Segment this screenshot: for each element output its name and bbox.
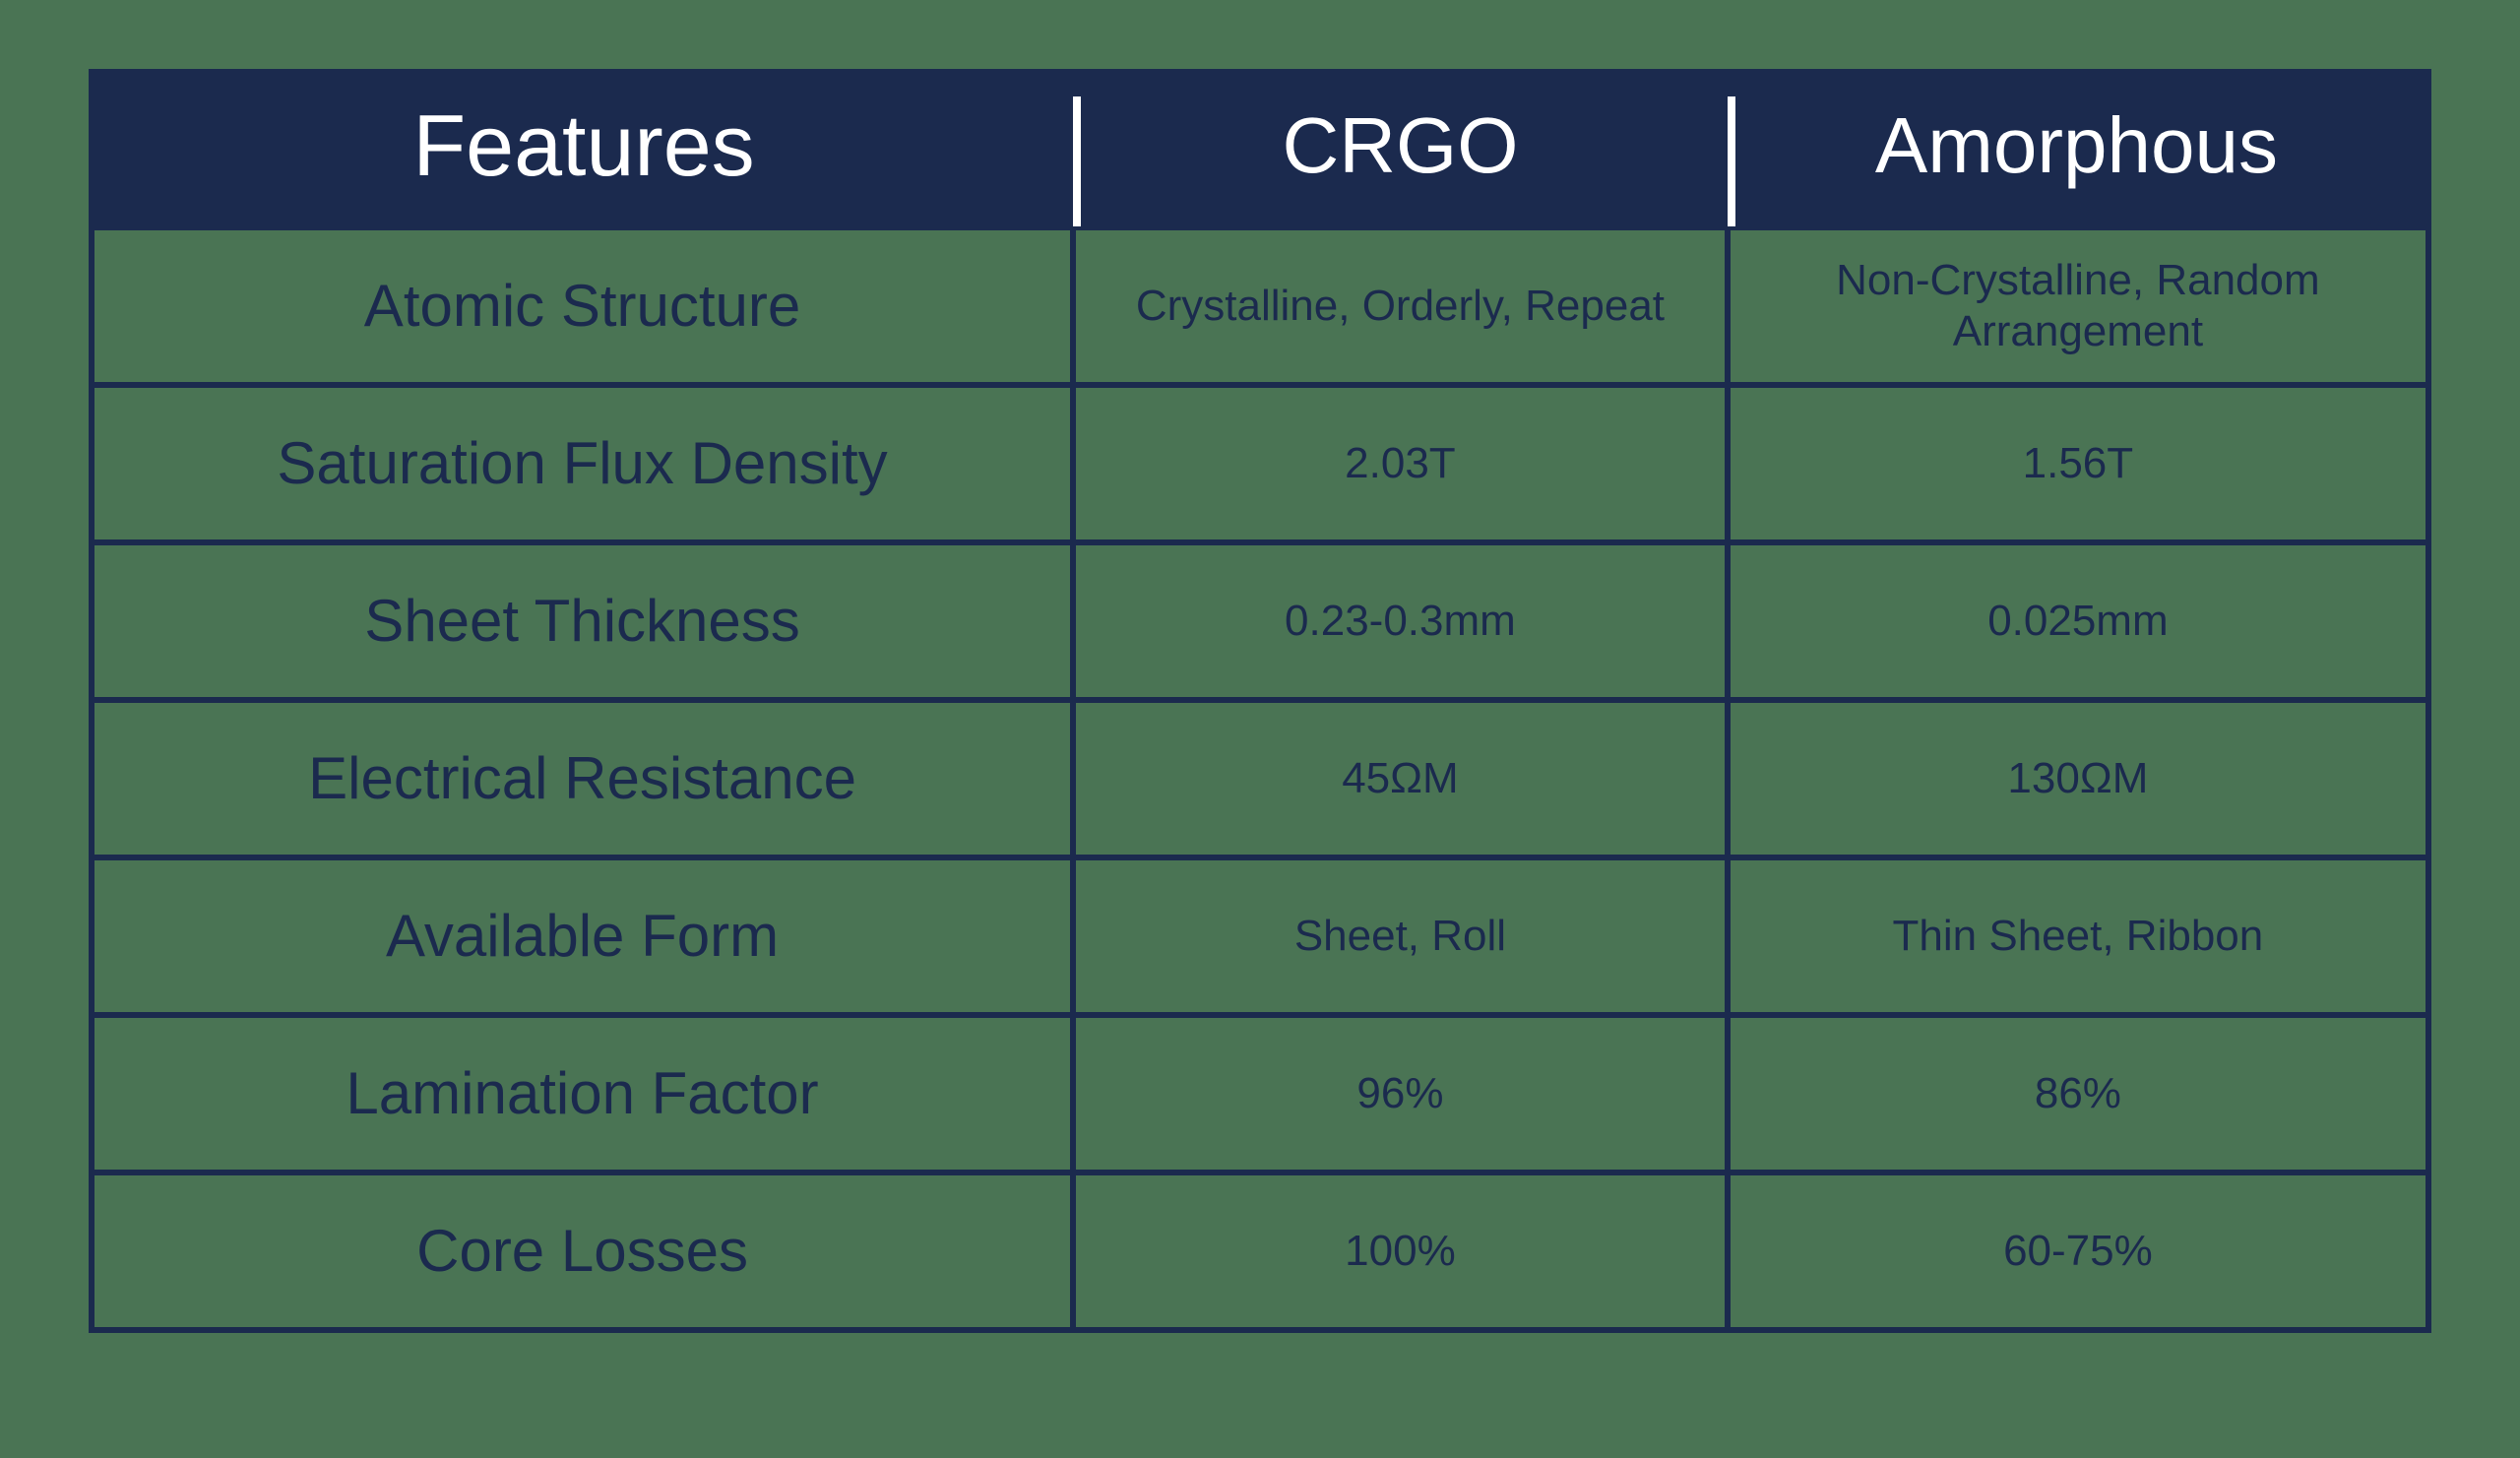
feature-cell: Available Form bbox=[92, 857, 1073, 1015]
table-body: Atomic StructureCrystalline, Orderly, Re… bbox=[92, 227, 2428, 1330]
crgo-cell: 45ΩM bbox=[1073, 700, 1728, 857]
amorphous-cell: 86% bbox=[1728, 1015, 2428, 1173]
amorphous-cell: 1.56T bbox=[1728, 385, 2428, 542]
table-row: Lamination Factor96%86% bbox=[92, 1015, 2428, 1173]
header-crgo: CRGO bbox=[1073, 72, 1728, 227]
crgo-cell: 2.03T bbox=[1073, 385, 1728, 542]
crgo-cell: Crystalline, Orderly, Repeat bbox=[1073, 227, 1728, 385]
table-row: Sheet Thickness0.23-0.3mm0.025mm bbox=[92, 542, 2428, 700]
amorphous-cell: 130ΩM bbox=[1728, 700, 2428, 857]
crgo-cell: Sheet, Roll bbox=[1073, 857, 1728, 1015]
table-row: Atomic StructureCrystalline, Orderly, Re… bbox=[92, 227, 2428, 385]
comparison-table: Features CRGO Amorphous Atomic Structure… bbox=[89, 69, 2431, 1333]
table-row: Saturation Flux Density2.03T1.56T bbox=[92, 385, 2428, 542]
feature-cell: Sheet Thickness bbox=[92, 542, 1073, 700]
header-crgo-label: CRGO bbox=[1282, 101, 1518, 189]
table-header: Features CRGO Amorphous bbox=[92, 72, 2428, 227]
amorphous-cell: 0.025mm bbox=[1728, 542, 2428, 700]
amorphous-cell: Non-Crystalline, Random Arrangement bbox=[1728, 227, 2428, 385]
feature-cell: Core Losses bbox=[92, 1173, 1073, 1330]
feature-cell: Electrical Resistance bbox=[92, 700, 1073, 857]
feature-cell: Atomic Structure bbox=[92, 227, 1073, 385]
header-features: Features bbox=[92, 72, 1073, 227]
crgo-cell: 0.23-0.3mm bbox=[1073, 542, 1728, 700]
amorphous-cell: Thin Sheet, Ribbon bbox=[1728, 857, 2428, 1015]
crgo-cell: 100% bbox=[1073, 1173, 1728, 1330]
feature-cell: Lamination Factor bbox=[92, 1015, 1073, 1173]
table-row: Available FormSheet, RollThin Sheet, Rib… bbox=[92, 857, 2428, 1015]
amorphous-cell: 60-75% bbox=[1728, 1173, 2428, 1330]
crgo-cell: 96% bbox=[1073, 1015, 1728, 1173]
header-amorphous: Amorphous bbox=[1728, 72, 2428, 227]
table-row: Electrical Resistance45ΩM130ΩM bbox=[92, 700, 2428, 857]
header-amorphous-label: Amorphous bbox=[1875, 101, 2278, 189]
header-features-label: Features bbox=[412, 96, 754, 194]
table-row: Core Losses100%60-75% bbox=[92, 1173, 2428, 1330]
feature-cell: Saturation Flux Density bbox=[92, 385, 1073, 542]
